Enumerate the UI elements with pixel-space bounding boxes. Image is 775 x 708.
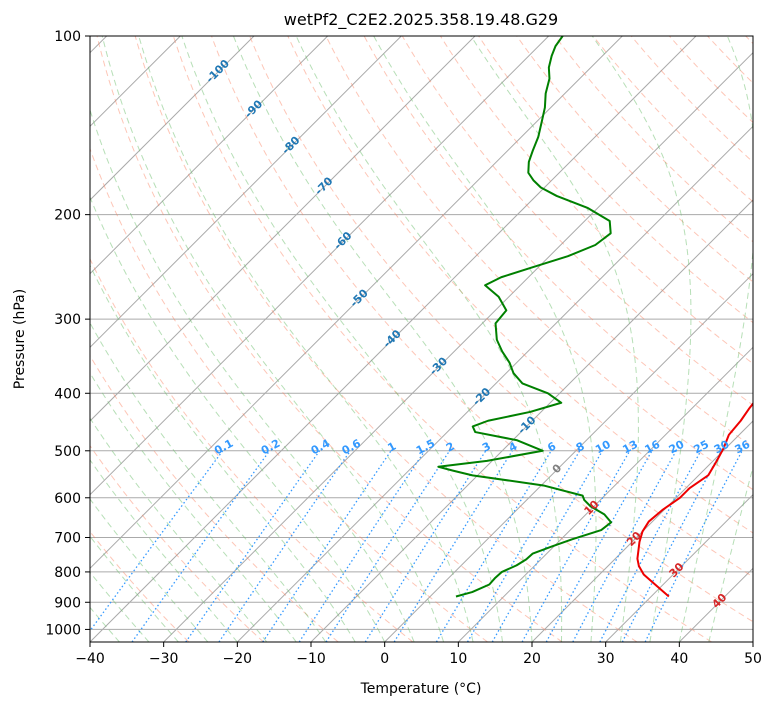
mixing-ratio-label-15: 25 bbox=[691, 438, 711, 457]
dry-adiabat-150 bbox=[592, 36, 753, 203]
dry-adiabat-160 bbox=[630, 36, 753, 163]
moist-adiabat--4 bbox=[90, 264, 356, 642]
mixing-ratio-line-9 bbox=[435, 450, 552, 642]
mixing-ratio-line-13 bbox=[545, 450, 653, 642]
dry-adiabat-0 bbox=[90, 257, 414, 642]
mixing-ratio-line-3 bbox=[218, 450, 351, 642]
isotherm-50 bbox=[752, 641, 753, 642]
dry-adiabat-120 bbox=[478, 36, 753, 324]
isotherm--40 bbox=[90, 36, 697, 642]
x-tick-label-9: 50 bbox=[744, 651, 762, 667]
y-axis-title: Pressure (hPa) bbox=[12, 289, 28, 389]
sounding-profiles bbox=[437, 36, 753, 598]
y-tick-label-3: 400 bbox=[54, 386, 81, 402]
y-tick-label-4: 500 bbox=[54, 444, 81, 460]
x-tick-label-5: 10 bbox=[449, 651, 467, 667]
isotherm-30 bbox=[605, 493, 753, 642]
x-tick-label-7: 30 bbox=[597, 651, 615, 667]
x-tick-label-0: −40 bbox=[75, 651, 105, 667]
mixing-ratio-line-14 bbox=[572, 450, 677, 642]
x-axis-title: Temperature (°C) bbox=[360, 681, 482, 697]
moist-adiabat--8 bbox=[90, 321, 327, 642]
mixing-ratio-line-6 bbox=[325, 450, 451, 642]
y-tick-label-1: 200 bbox=[54, 208, 81, 224]
plot-frame bbox=[89, 35, 754, 643]
mixing-ratio-line-0 bbox=[90, 450, 224, 632]
temperature-profile-line bbox=[636, 402, 753, 598]
moist-adiabat-4 bbox=[90, 108, 415, 642]
x-tick-label-1: −30 bbox=[149, 651, 179, 667]
mixing-ratio-line-17 bbox=[644, 450, 743, 642]
mixing-ratio-label-11: 10 bbox=[593, 438, 613, 457]
moist-adiabat-28 bbox=[373, 36, 597, 642]
dry-adiabat-90 bbox=[363, 36, 753, 448]
dry-adiabat--20 bbox=[90, 444, 264, 642]
moist-adiabat-8 bbox=[101, 36, 445, 642]
moist-adiabat--24 bbox=[90, 498, 209, 642]
y-tick-label-9: 1000 bbox=[45, 622, 81, 638]
mixing-ratio-label-17: 36 bbox=[733, 438, 753, 457]
dry-adiabat-60 bbox=[249, 36, 753, 578]
moist-adiabat--20 bbox=[90, 459, 238, 642]
axes: −40 −30 −20 −10 0 10 20 30 40 50 100 200 300 400 500 60… bbox=[45, 29, 762, 667]
isotherm-10 bbox=[457, 346, 753, 642]
moist-adiabat-36 bbox=[591, 36, 692, 642]
dry-adiabat-80 bbox=[325, 36, 753, 491]
moist-adiabat--28 bbox=[90, 535, 179, 642]
isotherm--10 bbox=[310, 199, 753, 642]
isotherm-0 bbox=[384, 272, 753, 642]
dewpoint-profile-line bbox=[437, 36, 613, 598]
isotherm--50 bbox=[90, 36, 623, 570]
x-tick-label-6: 20 bbox=[523, 651, 541, 667]
mixing-ratio-label-13: 16 bbox=[643, 438, 663, 457]
mixing-ratio-line-12 bbox=[521, 450, 631, 642]
x-tick-label-8: 40 bbox=[670, 651, 688, 667]
y-tick-label-0: 100 bbox=[54, 29, 81, 45]
dry-adiabat-40 bbox=[172, 36, 712, 642]
moist-adiabat-0 bbox=[90, 195, 386, 642]
moist-adiabat--16 bbox=[90, 417, 268, 642]
moist-adiabat-40 bbox=[678, 36, 753, 642]
mixing-ratio-line-1 bbox=[131, 450, 271, 642]
dry-adiabat-100 bbox=[401, 36, 753, 406]
isotherm--20 bbox=[236, 125, 753, 642]
mixing-ratio-line-4 bbox=[262, 450, 392, 642]
moist-adiabat-12 bbox=[138, 36, 474, 642]
mixing-ratio-line-7 bbox=[364, 450, 487, 642]
y-tick-label-8: 900 bbox=[54, 595, 81, 611]
background-lines bbox=[90, 36, 753, 642]
moist-adiabat-32 bbox=[470, 36, 639, 642]
plot-background bbox=[90, 36, 753, 642]
chart-title: wetPf2_C2E2.2025.358.19.48.G29 bbox=[284, 10, 558, 30]
isotherm--100 bbox=[90, 36, 255, 201]
mixing-ratio-label-14: 20 bbox=[667, 438, 687, 457]
mixing-ratio-label-12: 13 bbox=[620, 438, 640, 457]
x-tick-label-4: 0 bbox=[380, 651, 389, 667]
moist-adiabat--12 bbox=[90, 372, 297, 642]
x-tick-label-2: −20 bbox=[223, 651, 253, 667]
mixing-ratio-line-15 bbox=[599, 450, 702, 642]
isotherm--60 bbox=[90, 36, 550, 496]
x-tick-label-3: −10 bbox=[296, 651, 326, 667]
moist-adiabat-20 bbox=[232, 36, 533, 642]
dry-adiabat-30 bbox=[134, 36, 638, 642]
mixing-ratio-line-5 bbox=[298, 450, 426, 642]
y-tick-label-7: 800 bbox=[54, 565, 81, 581]
isotherm--70 bbox=[90, 36, 476, 422]
isotherm--80 bbox=[90, 36, 402, 349]
y-tick-label-5: 600 bbox=[54, 491, 81, 507]
dry-adiabat-130 bbox=[516, 36, 753, 283]
moist-adiabat-44 bbox=[708, 465, 753, 642]
y-tick-label-6: 700 bbox=[54, 531, 81, 547]
isotherm--30 bbox=[163, 51, 753, 642]
dry-adiabat-20 bbox=[96, 36, 563, 642]
mixing-ratio-line-2 bbox=[185, 450, 321, 642]
isotherm--90 bbox=[90, 36, 329, 275]
mixing-ratio-label-16: 30 bbox=[712, 438, 732, 457]
isotherm-20 bbox=[531, 420, 753, 642]
moist-adiabat-16 bbox=[181, 36, 504, 642]
y-tick-label-2: 300 bbox=[54, 312, 81, 328]
